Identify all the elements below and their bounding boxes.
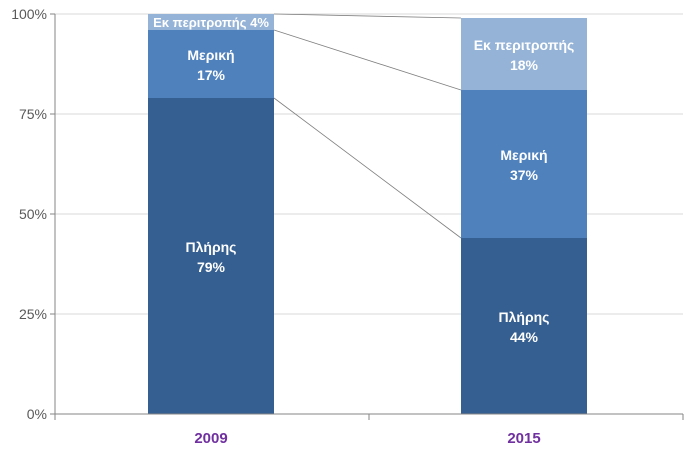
data-label-name: Πλήρης xyxy=(499,309,550,325)
data-labels: Πλήρης 79% Μερική 17% Εκ περιτροπής 4% Πλήρης… xyxy=(153,15,574,345)
data-label: Εκ περιτροπής 4% xyxy=(153,15,269,30)
bar-segment xyxy=(148,98,274,414)
bar-segment xyxy=(461,18,587,90)
series-connectors xyxy=(273,13,462,239)
y-tick-label: 0% xyxy=(27,406,47,422)
bar-segment xyxy=(461,238,587,414)
bar-segment xyxy=(461,90,587,238)
data-label-value: 79% xyxy=(197,259,226,275)
axes: 0% 25% 50% 75% 100% 2009 2015 xyxy=(11,6,684,447)
data-label-value: 4% xyxy=(250,15,269,30)
bar-segment xyxy=(148,30,274,98)
data-label-name: Μερική xyxy=(500,147,547,163)
series-connector xyxy=(273,97,462,239)
x-category-label: 2009 xyxy=(194,430,227,447)
series-connector xyxy=(273,13,462,19)
data-label-value: 44% xyxy=(510,329,539,345)
data-label-value: 18% xyxy=(510,57,539,73)
bars xyxy=(148,14,587,414)
series-connector xyxy=(273,29,462,91)
y-tick-label: 100% xyxy=(11,6,47,22)
data-label-name: Εκ περιτροπής xyxy=(153,15,247,30)
y-tick-label: 50% xyxy=(19,206,47,222)
data-label-value: 17% xyxy=(197,67,226,83)
bar-segment xyxy=(148,14,274,30)
x-category-label: 2015 xyxy=(507,430,540,447)
data-label-name: Πλήρης xyxy=(186,239,237,255)
data-label-name: Μερική xyxy=(187,47,234,63)
y-tick-label: 25% xyxy=(19,306,47,322)
data-label-name: Εκ περιτροπής xyxy=(474,37,575,53)
data-label-value: 37% xyxy=(510,167,539,183)
y-tick-label: 75% xyxy=(19,106,47,122)
